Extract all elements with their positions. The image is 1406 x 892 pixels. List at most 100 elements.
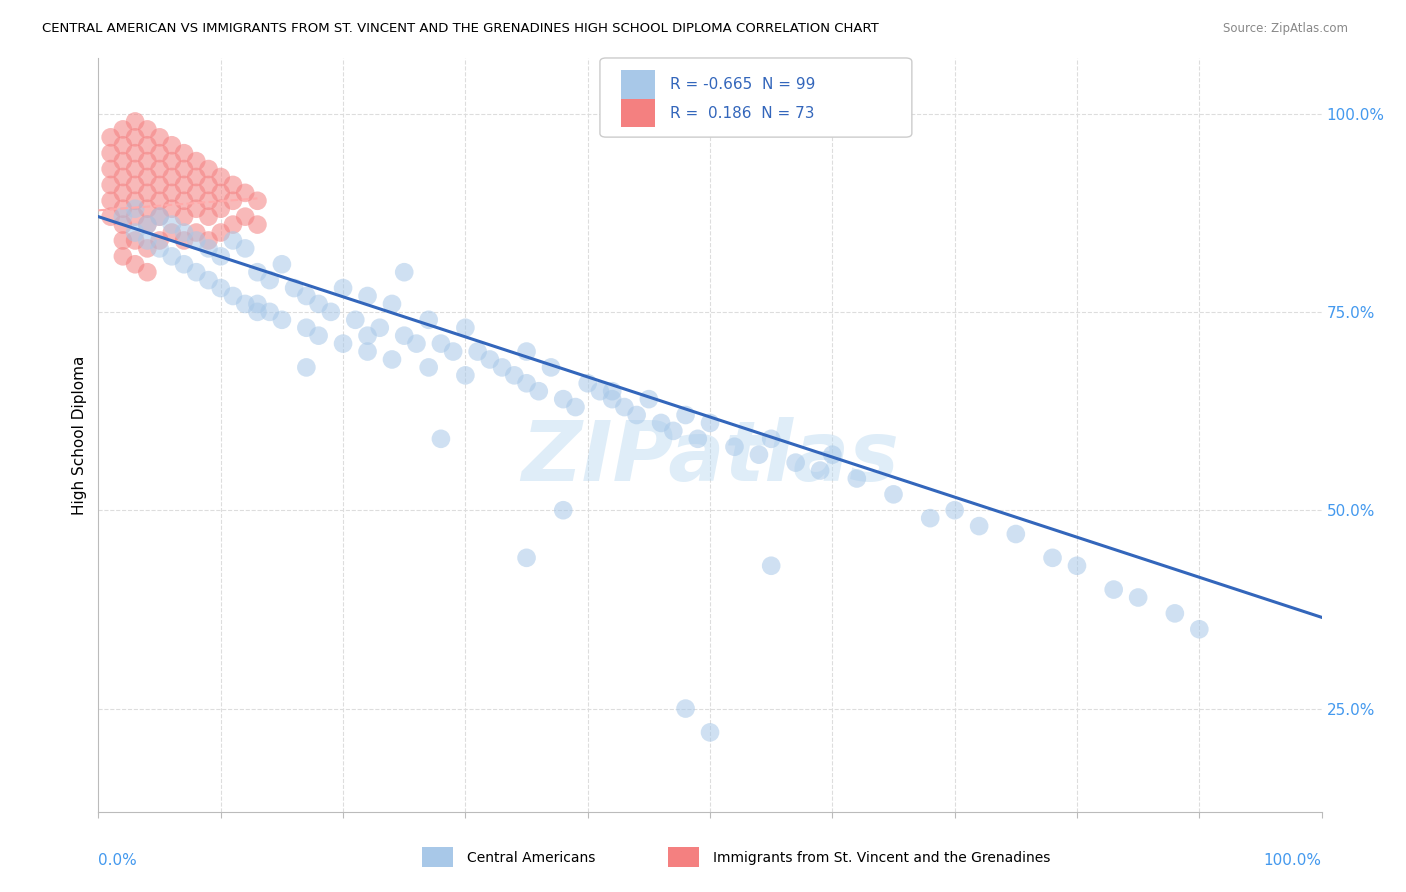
Point [503, 368, 526, 383]
Point [100, 130, 122, 145]
Point [197, 234, 219, 248]
Point [967, 519, 990, 533]
Point [149, 241, 172, 255]
Point [149, 162, 172, 177]
Point [600, 384, 623, 399]
Point [1102, 582, 1125, 597]
Point [124, 234, 146, 248]
Point [136, 241, 159, 255]
Text: 0.0%: 0.0% [98, 853, 138, 868]
FancyBboxPatch shape [600, 58, 912, 137]
Point [308, 297, 330, 311]
Text: CENTRAL AMERICAN VS IMMIGRANTS FROM ST. VINCENT AND THE GRENADINES HIGH SCHOOL D: CENTRAL AMERICAN VS IMMIGRANTS FROM ST. … [42, 22, 879, 36]
Point [111, 186, 134, 200]
Point [197, 178, 219, 192]
Point [186, 186, 208, 200]
Point [270, 257, 294, 271]
Point [136, 186, 159, 200]
Point [381, 297, 404, 311]
Point [356, 328, 378, 343]
Point [319, 305, 342, 319]
Point [600, 392, 623, 406]
Point [197, 273, 219, 287]
Point [1188, 622, 1211, 636]
Point [209, 226, 232, 240]
Point [197, 210, 219, 224]
Text: 100.0%: 100.0% [1264, 853, 1322, 868]
Point [845, 471, 868, 485]
Point [197, 241, 219, 255]
Point [149, 210, 172, 224]
Point [136, 265, 159, 279]
Point [197, 162, 219, 177]
Point [613, 400, 636, 414]
Point [100, 194, 122, 208]
Point [160, 226, 183, 240]
Text: Source: ZipAtlas.com: Source: ZipAtlas.com [1223, 22, 1348, 36]
Point [392, 328, 416, 343]
Point [418, 313, 440, 327]
Point [920, 511, 942, 525]
Point [149, 146, 172, 161]
Point [186, 234, 208, 248]
Point [332, 336, 354, 351]
Y-axis label: High School Diploma: High School Diploma [72, 355, 87, 515]
Point [748, 448, 770, 462]
Point [124, 114, 146, 128]
Point [515, 344, 537, 359]
Point [124, 257, 146, 271]
Point [173, 146, 195, 161]
Point [186, 169, 208, 184]
Text: ZIPatlas: ZIPatlas [522, 417, 898, 498]
Point [100, 146, 122, 161]
Point [222, 178, 245, 192]
Point [295, 360, 318, 375]
Point [222, 234, 245, 248]
Point [186, 265, 208, 279]
Text: Immigrants from St. Vincent and the Grenadines: Immigrants from St. Vincent and the Gren… [713, 851, 1050, 865]
Point [111, 122, 134, 136]
Point [1042, 550, 1064, 565]
Point [124, 130, 146, 145]
Point [160, 169, 183, 184]
Point [295, 289, 318, 303]
Point [430, 336, 453, 351]
Point [149, 178, 172, 192]
Point [699, 416, 721, 430]
Point [430, 432, 453, 446]
Point [270, 313, 294, 327]
Point [392, 265, 416, 279]
Point [149, 234, 172, 248]
Point [136, 122, 159, 136]
Point [638, 392, 661, 406]
Point [478, 352, 501, 367]
Point [527, 384, 550, 399]
Text: Central Americans: Central Americans [467, 851, 595, 865]
Point [160, 138, 183, 153]
Point [808, 464, 831, 478]
Point [1066, 558, 1088, 573]
Point [136, 154, 159, 169]
Point [100, 162, 122, 177]
Point [246, 218, 269, 232]
Point [173, 162, 195, 177]
Point [173, 178, 195, 192]
Point [173, 234, 195, 248]
Point [332, 281, 354, 295]
Point [821, 448, 844, 462]
Point [564, 400, 586, 414]
Point [553, 392, 575, 406]
Point [233, 186, 256, 200]
Point [149, 130, 172, 145]
Point [124, 226, 146, 240]
Point [576, 376, 599, 391]
Point [173, 194, 195, 208]
Point [111, 169, 134, 184]
Point [418, 360, 440, 375]
Point [209, 281, 232, 295]
Point [111, 218, 134, 232]
Point [124, 146, 146, 161]
Point [100, 210, 122, 224]
Point [650, 416, 672, 430]
Point [136, 169, 159, 184]
